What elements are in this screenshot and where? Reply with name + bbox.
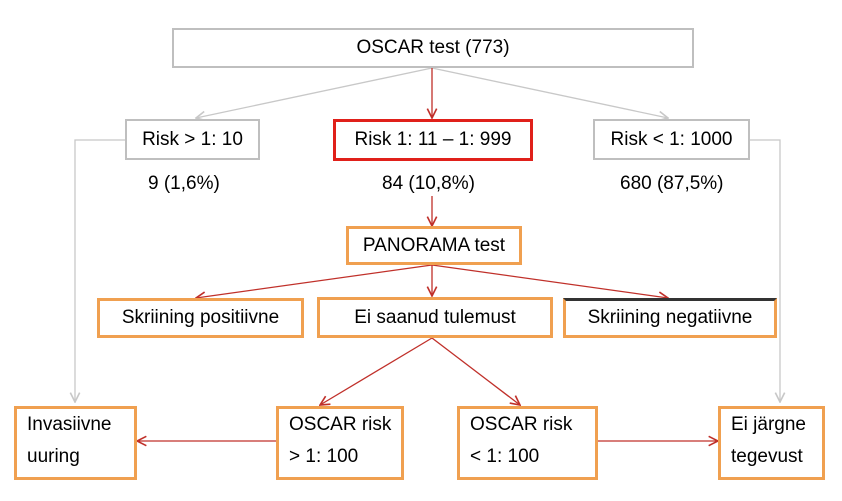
risk-high-box: Risk > 1: 10 (125, 119, 260, 160)
screening-positive-box: Skriining positiivne (97, 298, 304, 338)
oscar-risk-lt-line2: < 1: 100 (470, 446, 540, 467)
invasive-exam-line2: uuring (27, 446, 80, 467)
no-action-line1: Ei järgne (731, 414, 806, 435)
oscar-risk-gt-line2: > 1: 100 (289, 446, 359, 467)
risk-mid-box: Risk 1: 11 – 1: 999 (333, 119, 533, 161)
arrow-oscar-to-low (431, 67, 668, 118)
screening-negative-label: Skriining negatiivne (587, 307, 753, 328)
no-action-line2: tegevust (731, 446, 803, 467)
risk-low-label: Risk < 1: 1000 (610, 128, 733, 150)
oscar-test-box: OSCAR test (773) (172, 28, 694, 68)
oscar-risk-gt-box: OSCAR risk > 1: 100 (276, 406, 404, 480)
invasive-exam-line1: Invasiivne (27, 414, 112, 435)
oscar-risk-gt-line1: OSCAR risk (289, 414, 392, 435)
arrow-noresult-to-gt (320, 337, 433, 405)
panorama-test-box: PANORAMA test (346, 226, 522, 265)
arrow-noresult-to-lt (431, 337, 520, 405)
risk-mid-label: Risk 1: 11 – 1: 999 (354, 129, 512, 150)
oscar-test-label: OSCAR test (773) (356, 37, 510, 58)
arrow-high-to-invasive (75, 139, 125, 402)
arrow-oscar-to-high (196, 67, 433, 118)
no-result-label: Ei saanud tulemust (354, 306, 516, 328)
count-low: 680 (87,5%) (620, 173, 724, 194)
no-action-box: Ei järgne tegevust (718, 406, 825, 480)
no-result-box: Ei saanud tulemust (317, 297, 553, 338)
invasive-exam-box: Invasiivne uuring (14, 406, 137, 480)
arrow-panorama-to-pos (196, 264, 433, 298)
risk-low-box: Risk < 1: 1000 (593, 119, 750, 160)
risk-high-label: Risk > 1: 10 (142, 128, 243, 150)
screening-positive-label: Skriining positiivne (121, 307, 280, 328)
screening-negative-box: Skriining negatiivne (563, 298, 777, 338)
panorama-test-label: PANORAMA test (362, 234, 506, 256)
count-high: 9 (1,6%) (148, 173, 220, 194)
oscar-risk-lt-line1: OSCAR risk (470, 414, 573, 435)
oscar-risk-lt-box: OSCAR risk < 1: 100 (457, 406, 598, 480)
arrow-low-to-noaction (750, 139, 780, 402)
arrow-panorama-to-neg (431, 264, 668, 298)
count-mid: 84 (10,8%) (382, 173, 475, 194)
